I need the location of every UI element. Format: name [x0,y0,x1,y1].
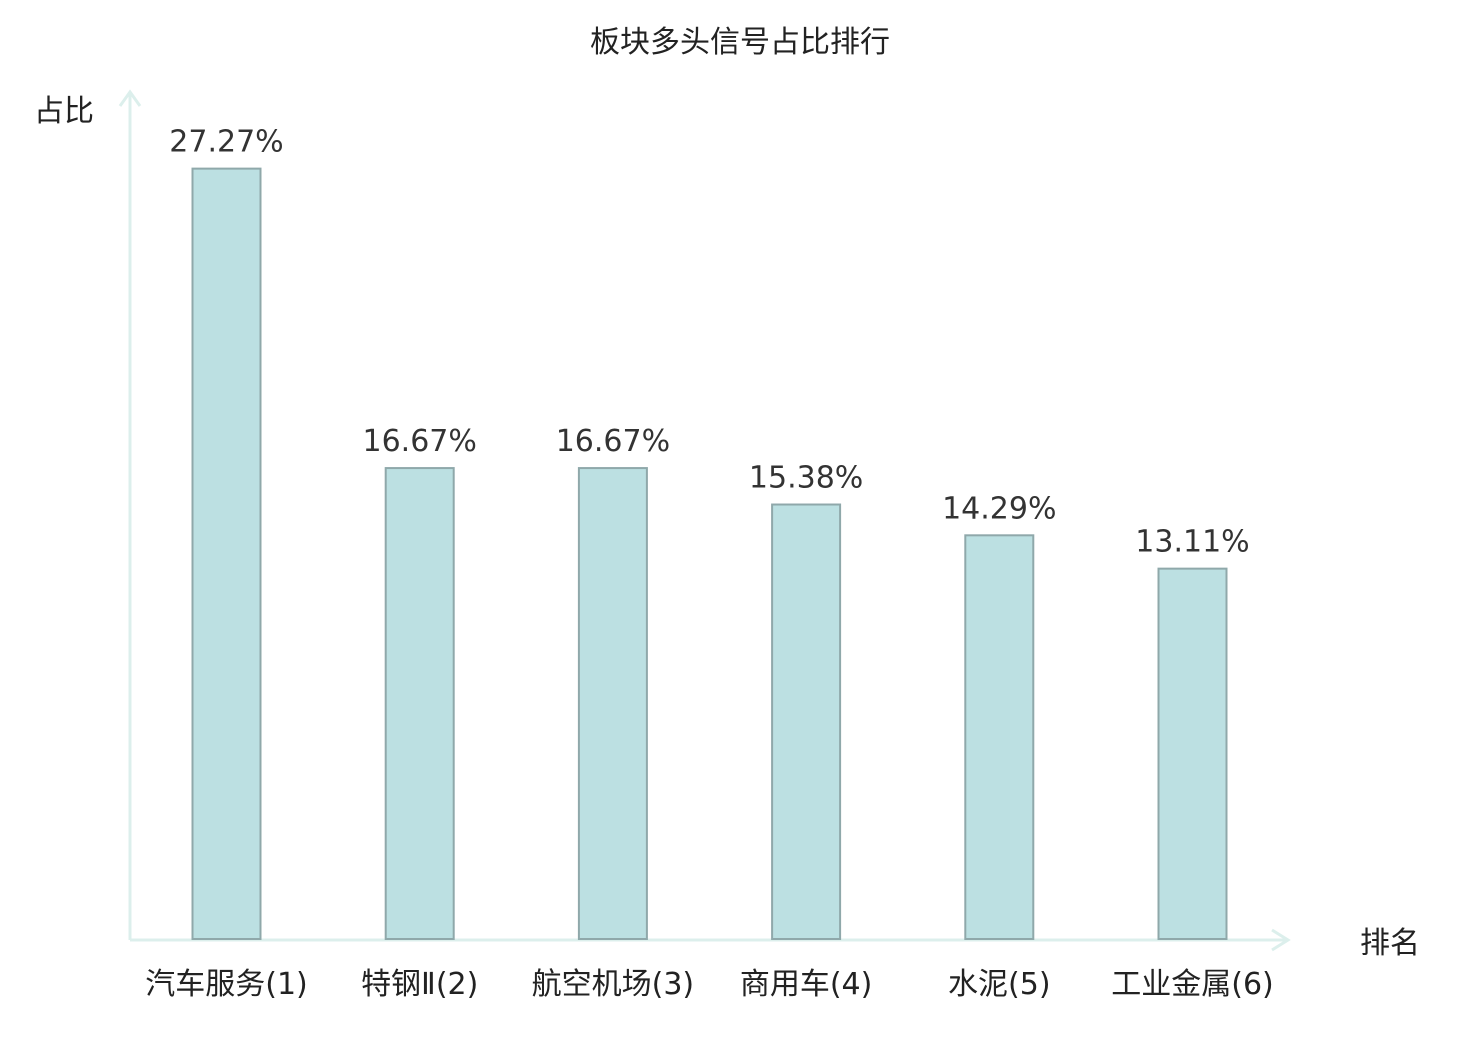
bar-value-label: 13.11% [1135,525,1249,560]
x-tick-label: 工业金属(6) [1111,967,1274,1002]
chart-title: 板块多头信号占比排行 [590,25,890,60]
x-tick-label: 水泥(5) [948,967,1051,1002]
bar [964,534,1035,940]
category-labels-group: 汽车服务(1) 特钢Ⅱ(2) 航空机场(3) 商用车(4) 水泥(5) 工业金属(6) [145,967,1274,1002]
bar-value-label: 15.38% [749,461,863,496]
x-tick-label: 汽车服务(1) [145,967,308,1002]
bars-group [191,167,1228,941]
bar [771,503,842,940]
y-axis-label: 占比 [34,94,94,129]
bar [384,467,455,940]
bar-value-label: 14.29% [942,491,1056,526]
x-tick-label: 特钢Ⅱ(2) [361,967,478,1002]
bar [1157,567,1228,941]
bar-value-label: 16.67% [363,424,477,459]
y-axis [118,89,142,940]
x-tick-label: 航空机场(3) [532,967,695,1002]
x-axis-label: 排名 [1360,926,1420,961]
bar-value-label: 27.27% [169,125,283,160]
bar [191,167,262,940]
value-labels-group: 27.27% 16.67% 16.67% 15.38% 14.29% 13.11% [169,125,1249,560]
bar [577,467,648,940]
bar-value-label: 16.67% [556,424,670,459]
x-tick-label: 商用车(4) [740,967,873,1002]
x-axis [130,928,1291,952]
